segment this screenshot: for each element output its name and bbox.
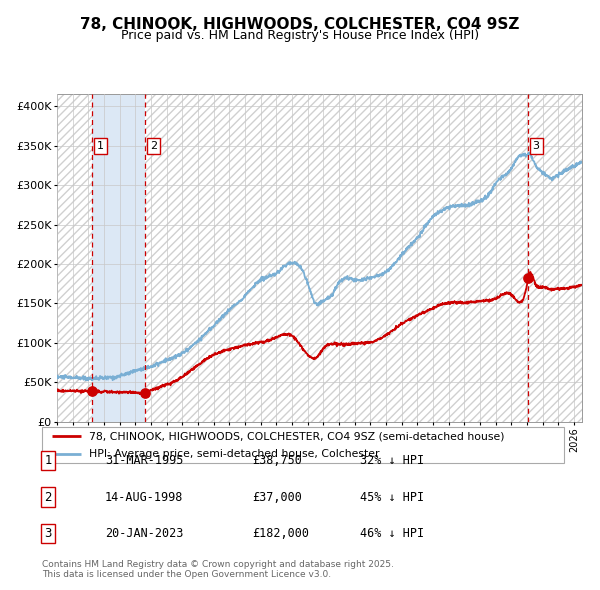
Bar xyxy=(145,94,528,422)
Point xyxy=(140,388,150,398)
Text: 1: 1 xyxy=(97,140,104,150)
Bar xyxy=(57,94,92,422)
Bar xyxy=(92,94,145,422)
Text: 31-MAR-1995: 31-MAR-1995 xyxy=(105,454,184,467)
Text: 32% ↓ HPI: 32% ↓ HPI xyxy=(360,454,424,467)
Bar xyxy=(528,94,582,422)
Text: 14-AUG-1998: 14-AUG-1998 xyxy=(105,490,184,504)
Text: 3: 3 xyxy=(533,140,539,150)
Text: £182,000: £182,000 xyxy=(252,527,309,540)
Text: 3: 3 xyxy=(44,527,52,540)
Text: 20-JAN-2023: 20-JAN-2023 xyxy=(105,527,184,540)
Text: 1: 1 xyxy=(44,454,52,467)
Bar xyxy=(145,94,528,422)
Text: £37,000: £37,000 xyxy=(252,490,302,504)
Text: £38,750: £38,750 xyxy=(252,454,302,467)
Text: HPI: Average price, semi-detached house, Colchester: HPI: Average price, semi-detached house,… xyxy=(89,450,379,460)
Point xyxy=(88,386,97,396)
Text: 2: 2 xyxy=(150,140,157,150)
Text: 2: 2 xyxy=(44,490,52,504)
Text: Price paid vs. HM Land Registry's House Price Index (HPI): Price paid vs. HM Land Registry's House … xyxy=(121,30,479,42)
Text: 78, CHINOOK, HIGHWOODS, COLCHESTER, CO4 9SZ: 78, CHINOOK, HIGHWOODS, COLCHESTER, CO4 … xyxy=(80,17,520,31)
Text: 78, CHINOOK, HIGHWOODS, COLCHESTER, CO4 9SZ (semi-detached house): 78, CHINOOK, HIGHWOODS, COLCHESTER, CO4 … xyxy=(89,431,505,441)
Point xyxy=(523,274,533,283)
Text: 45% ↓ HPI: 45% ↓ HPI xyxy=(360,490,424,504)
Bar xyxy=(57,94,92,422)
Text: 46% ↓ HPI: 46% ↓ HPI xyxy=(360,527,424,540)
Text: Contains HM Land Registry data © Crown copyright and database right 2025.
This d: Contains HM Land Registry data © Crown c… xyxy=(42,560,394,579)
Bar xyxy=(528,94,582,422)
